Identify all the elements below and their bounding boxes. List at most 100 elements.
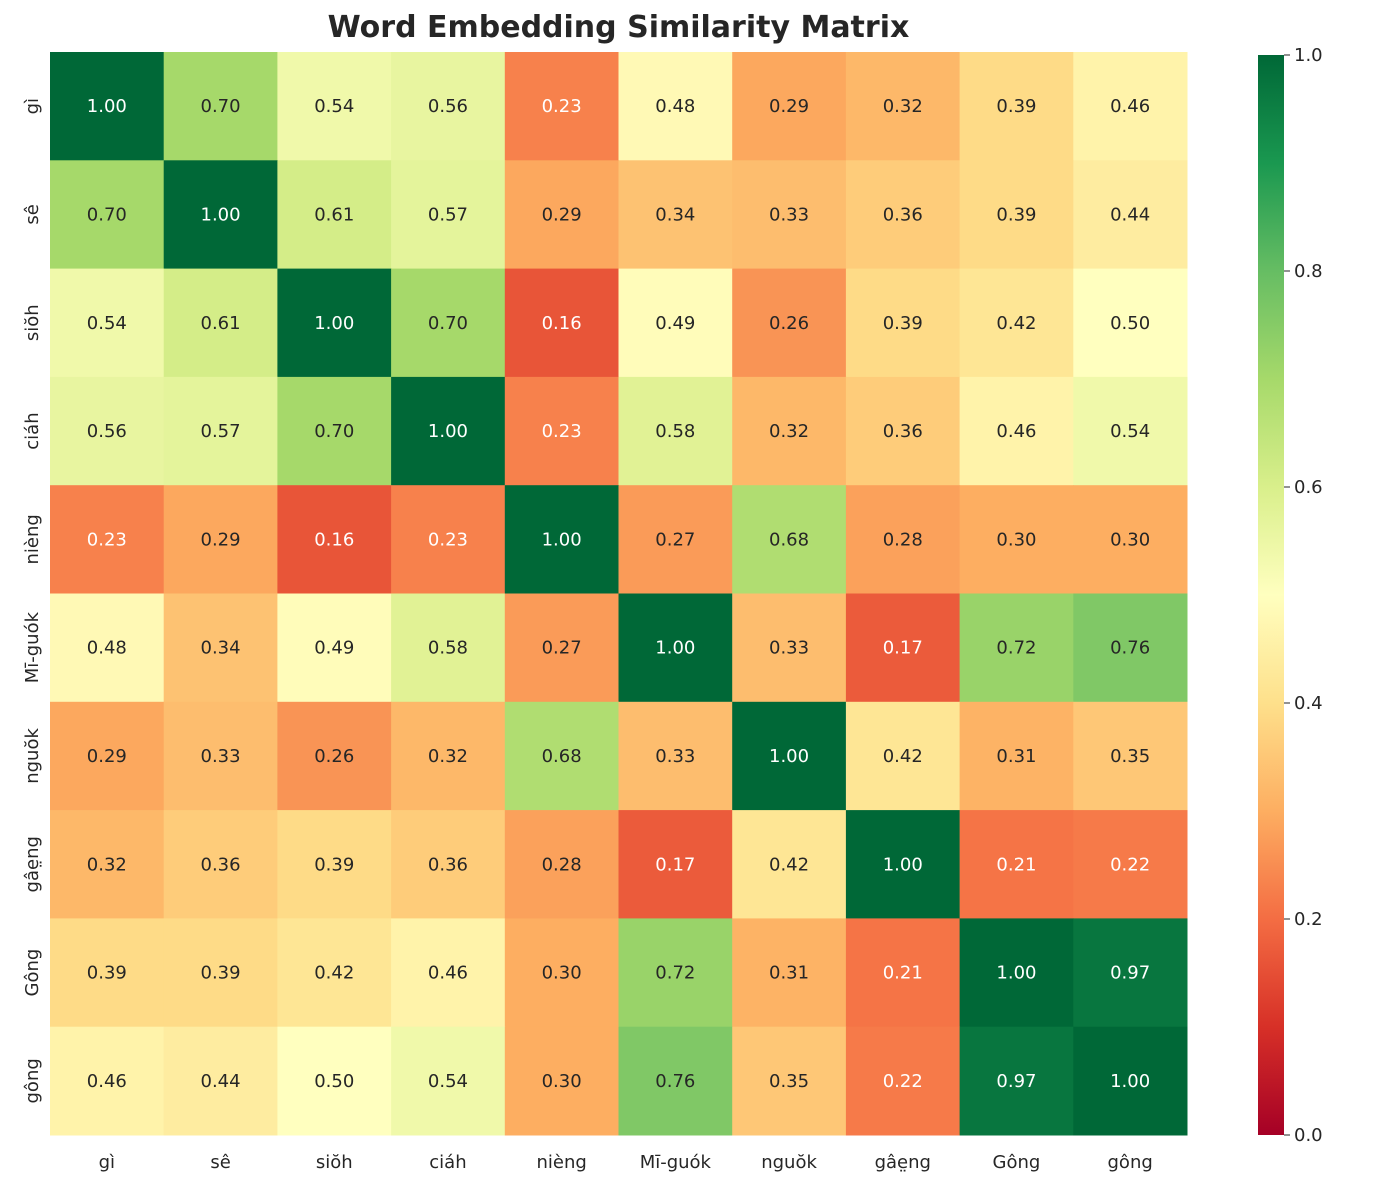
x-tick-label: gông [1108,1152,1153,1173]
heatmap-cell [618,593,733,703]
heatmap-cell [732,701,847,811]
cell-annotation: 0.17 [655,854,695,875]
cell-annotation: 0.35 [1110,746,1150,767]
cell-annotation: 0.39 [883,313,923,334]
heatmap-cell [845,593,961,703]
cell-annotation: 0.46 [428,963,468,984]
cell-annotation: 0.27 [542,638,582,659]
cell-annotation: 0.39 [314,854,354,875]
heatmap-cell [391,810,506,919]
cell-annotation: 0.42 [996,313,1036,334]
cell-annotation: 0.54 [1110,421,1150,442]
y-tick-label: sê [22,204,43,224]
heatmap-cell [845,376,961,486]
cell-annotation: 0.29 [542,204,582,225]
cell-annotation: 0.49 [314,638,354,659]
cell-annotation: 0.49 [655,313,695,334]
colorbar-tick-label: 0.2 [1294,909,1323,930]
cell-annotation: 0.29 [87,746,127,767]
cell-annotation: 0.46 [996,421,1036,442]
x-tick-label: ciáh [429,1152,466,1173]
heatmap-cell [618,1026,733,1136]
cell-annotation: 0.23 [87,529,127,550]
y-tick-label: nièng [22,514,43,564]
heatmap-cell [277,1026,392,1136]
heatmap-cell [163,918,278,1028]
cell-annotation: 0.70 [428,313,468,334]
heatmap-cell [391,160,506,270]
heatmap-cell [163,160,278,270]
heatmap-cell [50,268,165,378]
cell-annotation: 1.00 [655,638,695,659]
heatmap-cell [1073,810,1188,919]
heatmap-cell [732,160,847,270]
heatmap-cell [504,376,619,486]
heatmap-cell [277,160,392,270]
cell-annotation: 0.32 [883,96,923,117]
cell-annotation: 0.22 [1110,854,1150,875]
heatmap-cell [163,810,278,919]
heatmap-cell [163,52,278,161]
cell-annotation: 0.39 [996,96,1036,117]
heatmap-cell [618,810,733,919]
heatmap-cell [959,485,1074,594]
y-tick-label: gâe̤ng [22,836,43,892]
cell-annotation: 0.39 [87,963,127,984]
x-tick-label: Gông [993,1152,1041,1173]
cell-annotation: 1.00 [1110,1071,1150,1092]
cell-annotation: 0.72 [655,963,695,984]
cell-annotation: 1.00 [542,529,582,550]
cell-annotation: 1.00 [883,854,923,875]
cell-annotation: 0.70 [314,421,354,442]
cell-annotation: 0.36 [201,854,241,875]
cell-annotation: 0.31 [996,746,1036,767]
heatmap-cell [391,593,506,703]
heatmap-cell [50,376,165,486]
cell-annotation: 0.28 [542,854,582,875]
cell-annotation: 0.44 [201,1071,241,1092]
heatmap-cell [1073,376,1188,486]
heatmap-cell [504,810,619,919]
heatmap-cell [391,485,506,594]
cell-annotation: 0.22 [883,1071,923,1092]
heatmap-cell [277,593,392,703]
x-tick-label: Mī-guók [640,1152,712,1173]
cell-annotation: 0.35 [769,1071,809,1092]
cell-annotation: 1.00 [87,96,127,117]
heatmap-cell [50,810,165,919]
heatmap-cell [50,1026,165,1136]
heatmap-cell [732,1026,847,1136]
heatmap-cell [163,485,278,594]
y-tick-label: Gông [22,949,43,997]
cell-annotation: 0.36 [883,421,923,442]
heatmap-cell [732,268,847,378]
cell-annotation: 0.21 [996,854,1036,875]
cell-annotation: 0.30 [1110,529,1150,550]
cell-annotation: 0.68 [542,746,582,767]
cell-annotation: 0.39 [201,963,241,984]
heatmap-cell [277,52,392,161]
heatmap-cell [504,52,619,161]
heatmap-cell [391,52,506,161]
heatmap-cell [959,52,1074,161]
cell-annotation: 0.36 [883,204,923,225]
cell-annotation: 0.31 [769,963,809,984]
cell-annotation: 0.68 [769,529,809,550]
heatmap-cell [959,1026,1074,1136]
cell-annotation: 0.42 [314,963,354,984]
heatmap-cell [959,701,1074,811]
cell-annotation: 0.61 [314,204,354,225]
cell-annotation: 0.57 [428,204,468,225]
heatmap-cell [618,485,733,594]
cell-annotation: 0.26 [314,746,354,767]
x-tick-label: gâe̤ng [875,1152,931,1173]
cell-annotation: 0.39 [996,204,1036,225]
cell-annotation: 0.70 [87,204,127,225]
cell-annotation: 0.58 [428,638,468,659]
cell-annotation: 0.32 [428,746,468,767]
heatmap-cell [732,52,847,161]
heatmap-cell [163,268,278,378]
cell-annotation: 0.72 [996,638,1036,659]
heatmap-cell [391,918,506,1028]
